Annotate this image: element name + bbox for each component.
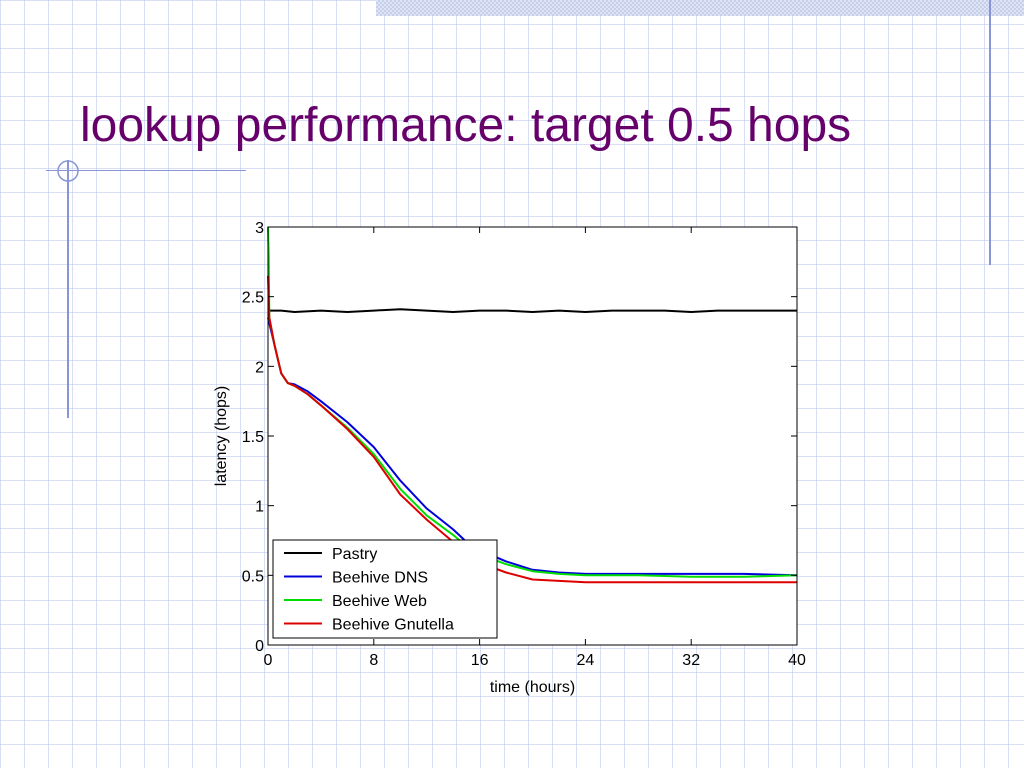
series-line-3 <box>267 275 797 584</box>
y-tick-label: 2 <box>255 359 264 376</box>
right-vertical-rule <box>989 0 991 265</box>
y-tick-label: 2.5 <box>242 290 264 307</box>
y-tick-label: 0.5 <box>242 568 264 585</box>
legend-box <box>272 539 498 639</box>
x-tick-label: 32 <box>682 652 700 669</box>
header-band <box>376 0 1024 16</box>
title-underline <box>46 170 246 171</box>
legend-label: Pastry <box>332 546 377 563</box>
x-tick-label: 8 <box>369 652 378 669</box>
legend-label: Beehive Web <box>332 593 427 610</box>
y-tick-label: 3 <box>255 220 264 237</box>
latency-chart: 0 8 16 24 32 40 0 0.5 1 1.5 2 2.5 3 time (hours) lat… <box>213 220 806 696</box>
y-axis-label: latency (hops) <box>213 386 230 487</box>
x-tick-label: 24 <box>577 652 595 669</box>
chart: 0 8 16 24 32 40 0 0.5 1 1.5 2 2.5 3 time (hours) lat… <box>200 210 840 710</box>
x-axis-label: time (hours) <box>490 679 575 696</box>
x-tick-label: 0 <box>264 652 273 669</box>
legend-label: Beehive DNS <box>332 570 428 587</box>
y-tick-label: 1.5 <box>242 429 264 446</box>
y-tick-label: 0 <box>255 638 264 655</box>
slide-title: lookup performance: target 0.5 hops <box>80 99 852 152</box>
x-tick-label: 40 <box>788 652 806 669</box>
left-vertical-rule <box>67 160 69 418</box>
x-tick-label: 16 <box>471 652 489 669</box>
ring-ornament <box>57 160 79 182</box>
legend-label: Beehive Gnutella <box>332 617 454 634</box>
y-tick-label: 1 <box>255 499 264 516</box>
series-line-0 <box>268 308 797 313</box>
